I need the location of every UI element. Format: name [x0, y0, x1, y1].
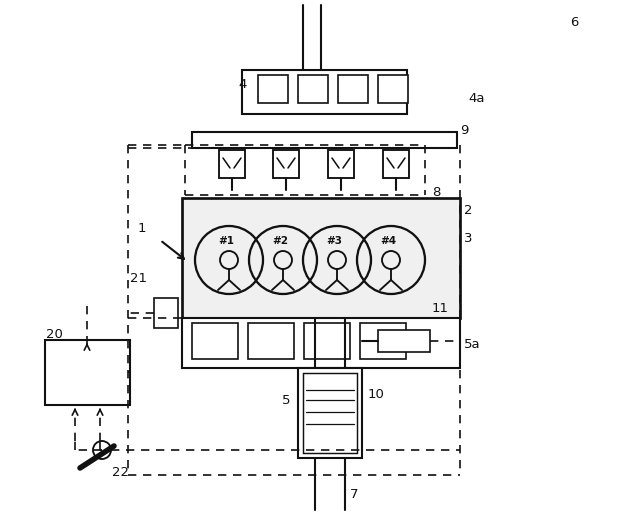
Bar: [328, 150, 354, 178]
Text: 9: 9: [460, 124, 468, 136]
Bar: [242, 70, 407, 114]
Bar: [298, 75, 328, 103]
Bar: [383, 150, 409, 178]
Text: 1: 1: [138, 221, 147, 234]
Text: 8: 8: [432, 185, 440, 198]
Bar: [182, 318, 460, 368]
Bar: [182, 198, 460, 318]
Text: 5: 5: [282, 394, 291, 407]
Text: 7: 7: [350, 488, 358, 501]
Bar: [303, 373, 357, 453]
Bar: [360, 323, 406, 359]
Text: #1: #1: [218, 236, 234, 246]
Text: 10: 10: [368, 388, 385, 401]
Text: 4: 4: [238, 78, 246, 91]
Text: #3: #3: [326, 236, 342, 246]
Text: 11: 11: [432, 302, 449, 314]
Bar: [192, 132, 457, 148]
Text: 6: 6: [570, 16, 579, 29]
Bar: [219, 150, 245, 178]
Text: 5a: 5a: [464, 338, 481, 351]
Bar: [338, 75, 368, 103]
Text: 3: 3: [464, 231, 472, 244]
Bar: [192, 323, 238, 359]
Text: #4: #4: [380, 236, 396, 246]
Text: 2: 2: [464, 204, 472, 217]
Text: #2: #2: [272, 236, 288, 246]
Bar: [45, 340, 130, 405]
Bar: [273, 150, 299, 178]
Text: 4a: 4a: [468, 91, 484, 104]
Bar: [304, 323, 350, 359]
Bar: [378, 330, 430, 352]
Bar: [378, 75, 408, 103]
Bar: [154, 298, 178, 328]
Text: 21: 21: [130, 271, 147, 284]
Text: 22: 22: [112, 466, 129, 479]
Bar: [298, 368, 362, 458]
Bar: [258, 75, 288, 103]
Bar: [248, 323, 294, 359]
Text: 20: 20: [46, 327, 63, 340]
